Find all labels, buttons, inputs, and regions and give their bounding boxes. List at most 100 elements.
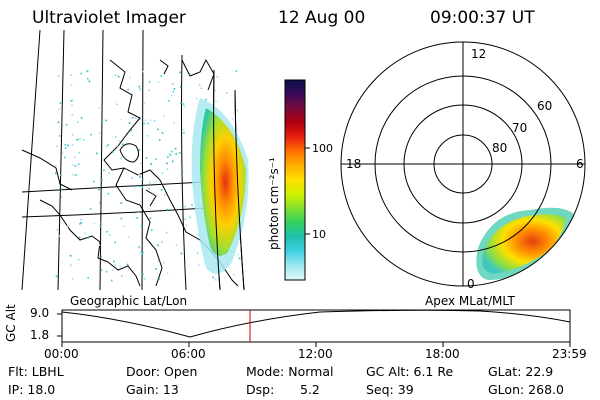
colorbar-tick-100: 100 xyxy=(312,142,333,155)
noise-pixel xyxy=(71,114,73,116)
noise-pixel xyxy=(196,97,198,100)
time-tick-2359: 23:59 xyxy=(552,347,587,361)
noise-pixel xyxy=(189,216,191,219)
noise-pixel xyxy=(64,143,67,146)
noise-pixel xyxy=(72,278,74,280)
gc-alt-info: GC Alt: 6.1 Re xyxy=(366,364,454,379)
noise-pixel xyxy=(76,138,78,141)
noise-pixel xyxy=(58,108,61,110)
noise-pixel xyxy=(99,225,101,227)
noise-pixel xyxy=(55,164,57,167)
noise-pixel xyxy=(139,176,141,178)
noise-pixel xyxy=(127,236,130,238)
noise-pixel xyxy=(163,261,165,264)
noise-pixel xyxy=(77,163,80,165)
noise-pixel xyxy=(134,185,137,188)
noise-pixel xyxy=(200,87,203,90)
noise-pixel xyxy=(146,134,149,137)
noise-pixel xyxy=(114,74,117,77)
noise-pixel xyxy=(169,154,172,156)
noise-pixel xyxy=(142,70,144,73)
noise-pixel xyxy=(77,258,80,261)
noise-pixel xyxy=(180,174,183,177)
noise-pixel xyxy=(98,188,100,191)
noise-pixel xyxy=(148,89,150,92)
noise-pixel xyxy=(105,145,108,148)
noise-pixel xyxy=(70,100,73,102)
noise-pixel xyxy=(175,244,178,246)
time-label: 09:00:37 UT xyxy=(430,8,535,28)
mlt-label-0: 0 xyxy=(467,277,475,291)
noise-pixel xyxy=(103,169,105,172)
noise-pixel xyxy=(166,208,168,211)
noise-pixel xyxy=(236,109,239,112)
noise-pixel xyxy=(143,278,146,280)
noise-pixel xyxy=(80,117,83,119)
noise-pixel xyxy=(148,80,151,83)
noise-pixel xyxy=(55,275,58,278)
noise-pixel xyxy=(82,139,85,141)
noise-pixel xyxy=(61,151,64,154)
noise-pixel xyxy=(182,129,185,131)
noise-pixel xyxy=(78,236,81,239)
noise-pixel xyxy=(136,217,139,219)
noise-pixel xyxy=(122,225,125,227)
noise-pixel xyxy=(58,235,60,237)
noise-pixel xyxy=(179,86,182,88)
noise-pixel xyxy=(140,251,143,253)
altitude-axis-label: GC Alt xyxy=(4,304,18,342)
noise-pixel xyxy=(115,136,117,138)
noise-pixel xyxy=(178,152,181,154)
noise-pixel xyxy=(139,118,142,121)
seq-info: Seq: 39 xyxy=(366,382,414,397)
altitude-tick-1-8: 1.8 xyxy=(30,328,50,342)
lat-label-80: 80 xyxy=(492,141,507,155)
noise-pixel xyxy=(72,173,75,176)
noise-pixel xyxy=(238,257,241,260)
polar-grid xyxy=(340,41,586,287)
noise-pixel xyxy=(170,150,173,153)
time-tick-0000: 00:00 xyxy=(44,347,79,361)
noise-pixel xyxy=(130,129,133,132)
noise-pixel xyxy=(138,246,140,248)
noise-pixel xyxy=(74,165,77,167)
noise-pixel xyxy=(196,252,199,254)
noise-pixel xyxy=(235,70,238,72)
noise-pixel xyxy=(116,103,118,106)
noise-pixel xyxy=(183,132,185,134)
noise-pixel xyxy=(138,85,141,88)
noise-pixel xyxy=(129,76,131,79)
noise-pixel xyxy=(215,100,217,103)
noise-pixel xyxy=(183,105,186,107)
glat-info: GLat: 22.9 xyxy=(488,364,554,379)
noise-pixel xyxy=(75,174,77,176)
noise-pixel xyxy=(106,231,108,233)
noise-pixel xyxy=(120,118,123,121)
noise-pixel xyxy=(172,90,175,93)
noise-pixel xyxy=(173,88,176,90)
noise-pixel xyxy=(87,77,89,80)
noise-pixel xyxy=(149,181,151,184)
noise-pixel xyxy=(80,72,82,75)
noise-pixel xyxy=(72,144,74,146)
noise-pixel xyxy=(144,119,146,122)
noise-pixel xyxy=(168,153,171,155)
noise-pixel xyxy=(165,231,168,234)
noise-pixel xyxy=(120,157,122,160)
noise-pixel xyxy=(79,138,82,140)
noise-pixel xyxy=(120,275,123,277)
noise-pixel xyxy=(161,241,163,243)
noise-pixel xyxy=(71,99,74,102)
noise-pixel xyxy=(60,196,63,198)
noise-pixel xyxy=(161,172,164,174)
noise-pixel xyxy=(120,202,123,204)
noise-pixel xyxy=(233,273,235,276)
noise-pixel xyxy=(105,119,107,122)
noise-pixel xyxy=(107,144,110,146)
door-info: Door: Open xyxy=(126,364,198,379)
noise-pixel xyxy=(145,157,148,159)
noise-pixel xyxy=(108,172,110,175)
noise-pixel xyxy=(155,180,157,183)
noise-pixel xyxy=(142,251,145,254)
noise-pixel xyxy=(109,234,111,236)
